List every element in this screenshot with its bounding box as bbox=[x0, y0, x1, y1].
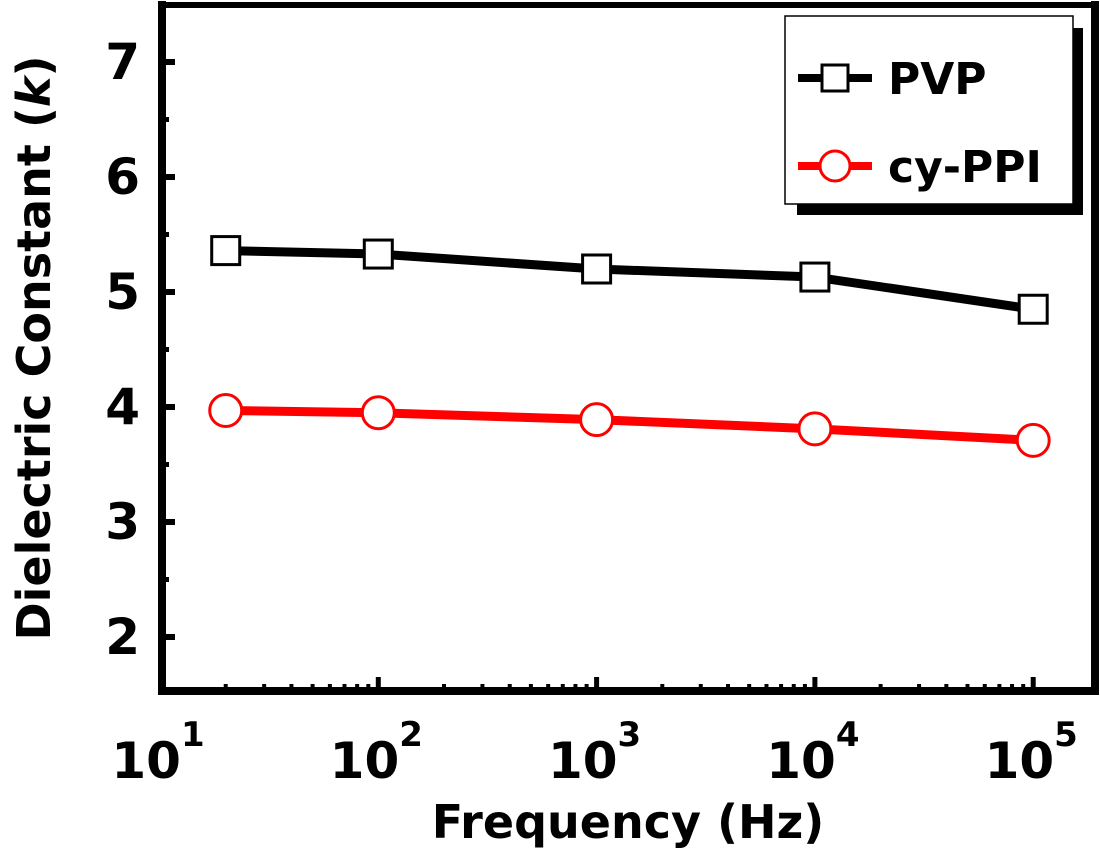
x-tick-exponent: 2 bbox=[399, 715, 423, 755]
x-tick-label: 101 bbox=[111, 715, 204, 790]
x-tick-exponent: 4 bbox=[836, 715, 860, 755]
x-tick-label: 104 bbox=[766, 715, 859, 790]
x-tick-base: 10 bbox=[766, 732, 836, 790]
x-tick-exponent: 1 bbox=[181, 715, 205, 755]
data-point-circle bbox=[208, 392, 244, 428]
y-tick-label: 3 bbox=[105, 493, 140, 551]
x-tick-label: 103 bbox=[548, 715, 641, 790]
x-tick-exponent: 3 bbox=[618, 715, 642, 755]
y-axis-title-italic: k bbox=[7, 74, 61, 107]
data-point-square bbox=[581, 253, 613, 285]
y-tick-label: 4 bbox=[105, 378, 140, 436]
legend-marker-square bbox=[820, 63, 850, 93]
data-point-circle bbox=[797, 411, 833, 447]
y-axis-title: Dielectric Constant (k) bbox=[7, 55, 61, 640]
data-point-circle bbox=[579, 402, 615, 438]
series-line-pvp bbox=[225, 246, 1034, 314]
legend-label-cy-ppi: cy-PPI bbox=[888, 142, 1042, 193]
data-point-circle bbox=[360, 395, 396, 431]
y-axis-title-prefix: Dielectric Constant ( bbox=[7, 107, 61, 640]
x-tick-base: 10 bbox=[548, 732, 618, 790]
data-point-square bbox=[362, 238, 394, 270]
x-tick-exponent: 5 bbox=[1054, 715, 1078, 755]
y-tick-label: 5 bbox=[105, 263, 140, 321]
legend-label-pvp: PVP bbox=[888, 54, 987, 105]
x-tick-label: 102 bbox=[330, 715, 423, 790]
x-tick-label: 105 bbox=[985, 715, 1078, 790]
y-tick-label: 2 bbox=[105, 608, 140, 666]
legend-marker-circle bbox=[818, 149, 852, 183]
y-axis-title-suffix: ) bbox=[7, 55, 61, 76]
data-point-square bbox=[1017, 293, 1049, 325]
data-point-circle bbox=[1015, 422, 1051, 458]
y-tick-label: 7 bbox=[105, 33, 140, 91]
x-tick-base: 10 bbox=[985, 732, 1055, 790]
x-axis-title: Frequency (Hz) bbox=[432, 795, 825, 849]
data-point-square bbox=[799, 261, 831, 293]
y-tick-label: 6 bbox=[105, 148, 140, 206]
series-line-cy-ppi bbox=[225, 405, 1034, 445]
x-tick-base: 10 bbox=[330, 732, 400, 790]
data-point-square bbox=[210, 235, 242, 267]
x-tick-base: 10 bbox=[111, 732, 181, 790]
